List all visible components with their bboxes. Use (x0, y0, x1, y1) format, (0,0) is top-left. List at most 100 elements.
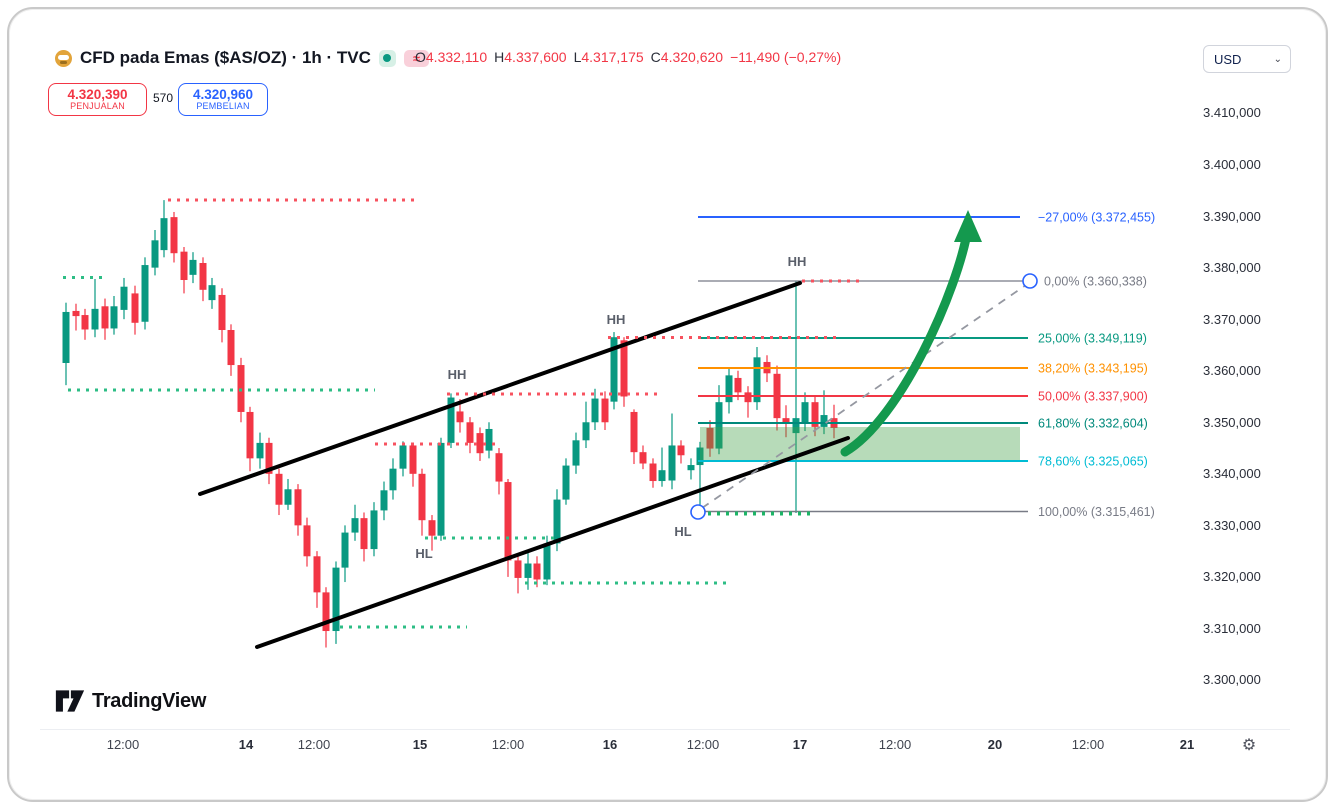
high-label: H (494, 49, 505, 65)
candle-body (208, 285, 216, 301)
gold-coin-icon (55, 49, 72, 67)
time-axis-label: 12:00 (491, 737, 525, 752)
open-label: O (415, 49, 426, 65)
candle-body (141, 265, 149, 322)
tradingview-logo-icon (55, 690, 85, 712)
candle-body (630, 411, 638, 453)
sell-button[interactable]: 4.320,390 PENJUALAN (48, 83, 147, 116)
candle-body (466, 422, 474, 443)
tradingview-logo-text: TradingView (92, 689, 207, 712)
candle-body (801, 402, 809, 424)
change-value: −11,490 (−0,27%) (730, 49, 842, 65)
price-axis-label: 3.410,000 (1203, 105, 1261, 120)
marker-toggle-button[interactable] (378, 49, 396, 67)
candle-body (811, 402, 819, 427)
green-up-arrow (840, 223, 973, 457)
buy-price: 4.320,960 (192, 86, 254, 102)
open-value: 4.332,110 (425, 49, 488, 65)
buy-button[interactable]: 4.320,960 PEMBELIAN (178, 83, 268, 116)
candle-body (313, 556, 321, 593)
sell-label: PENJUALAN (70, 100, 125, 111)
ohlc-readout: O4.332,110 H4.337,600 L4.317,175 C4.320,620… (415, 49, 841, 65)
low-value: 4.317,175 (581, 49, 644, 65)
trendline (198, 281, 802, 496)
time-axis-label: 12:00 (878, 737, 912, 752)
candle-body (294, 489, 302, 526)
time-axis-label: 16 (602, 737, 618, 752)
candle-body (437, 442, 445, 536)
candle-body (389, 468, 397, 491)
time-axis-label: 17 (792, 737, 808, 752)
candle-body (189, 259, 197, 275)
fib-level-label: −27,00% (3.372,455) (1038, 211, 1155, 225)
candle-body (180, 251, 188, 281)
time-axis-label: 21 (1179, 737, 1195, 752)
fib-anchor-handle (1022, 273, 1038, 289)
structure-label: HL (674, 524, 691, 539)
candle-body (504, 482, 512, 561)
candle-body (715, 402, 723, 449)
fib-level-label: 78,60% (3.325,065) (1038, 455, 1148, 469)
close-label: C (650, 49, 661, 65)
symbol-header: CFD pada Emas ($AS/OZ) · 1h · TVC ≈ (55, 46, 429, 70)
tradingview-logo[interactable]: TradingView (55, 688, 206, 714)
candle-body (275, 473, 283, 505)
candle-body (476, 433, 484, 454)
candle-body (409, 445, 417, 474)
candle-body (582, 422, 590, 441)
candle-body (792, 418, 800, 434)
candle-body (199, 262, 207, 290)
low-label: L (573, 49, 582, 65)
fib-level-label: 100,00% (3.315,461) (1038, 505, 1155, 519)
candle-body (360, 518, 368, 550)
candle-body (72, 310, 80, 317)
candle-body (91, 308, 99, 330)
candle-body (322, 592, 330, 632)
price-axis-label: 3.330,000 (1203, 518, 1261, 533)
candle-body (246, 411, 254, 459)
candle-body (418, 473, 426, 521)
candle-body (218, 294, 226, 331)
green-up-arrow-head (954, 210, 982, 242)
candle-body (725, 375, 733, 403)
candle-body (303, 525, 311, 557)
price-axis-label: 3.380,000 (1203, 260, 1261, 275)
candle-body (170, 217, 178, 254)
candle-body (399, 445, 407, 469)
time-axis-label: 12:00 (1071, 737, 1105, 752)
fib-level-label: 61,80% (3.332,604) (1038, 417, 1148, 431)
candle-body (332, 567, 340, 632)
close-value: 4.320,620 (660, 49, 724, 65)
candle-body (120, 286, 128, 310)
price-axis-label: 3.350,000 (1203, 415, 1261, 430)
fib-level-label: 38,20% (3.343,195) (1038, 362, 1148, 376)
time-axis-label: 20 (987, 737, 1003, 752)
gear-icon[interactable]: ⚙ (1241, 737, 1257, 754)
candle-body (227, 330, 235, 366)
currency-selector[interactable]: USD ⌄ (1203, 45, 1291, 73)
candle-body (639, 452, 647, 464)
symbol-title[interactable]: CFD pada Emas ($AS/OZ) · 1h · TVC (80, 48, 371, 67)
approx-price-badge[interactable]: ≈ (403, 49, 429, 67)
price-axis-label: 3.310,000 (1203, 621, 1261, 636)
structure-label: HL (415, 546, 432, 561)
fib-level-label: 25,00% (3.349,119) (1038, 332, 1147, 346)
fib-level-label: 50,00% (3.337,900) (1038, 390, 1148, 404)
candle-body (370, 510, 378, 550)
price-axis-label: 3.390,000 (1203, 209, 1261, 224)
candle-body (514, 560, 522, 578)
candle-body (601, 398, 609, 423)
fib-level-label: 0,00% (3.360,338) (1044, 275, 1147, 289)
candle-body (428, 520, 436, 536)
green-dot-icon (383, 54, 392, 62)
currency-value: USD (1214, 51, 1242, 67)
candle-body (782, 418, 790, 424)
candle-body (495, 453, 503, 482)
time-axis-label: 12:00 (297, 737, 331, 752)
time-axis-label: 12:00 (686, 737, 720, 752)
price-axis-label: 3.340,000 (1203, 466, 1261, 481)
candle-body (658, 470, 666, 482)
structure-label: HH (448, 367, 467, 382)
price-axis-label: 3.370,000 (1203, 312, 1261, 327)
